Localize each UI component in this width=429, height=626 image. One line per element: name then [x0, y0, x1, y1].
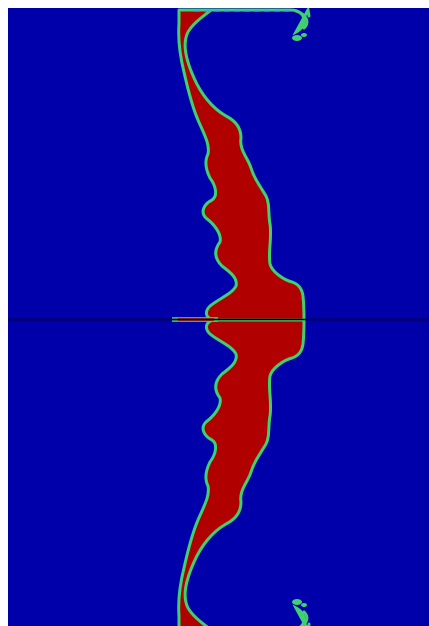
simulation-field-svg [8, 8, 429, 626]
simulation-field-image [8, 8, 429, 626]
